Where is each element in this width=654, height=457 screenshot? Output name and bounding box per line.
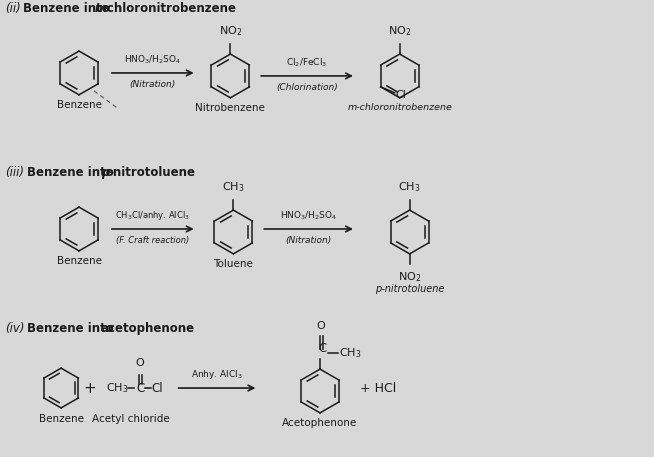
Text: CH$_3$: CH$_3$ [398, 181, 421, 194]
Text: -chloronitrobenzene: -chloronitrobenzene [102, 2, 236, 16]
Text: (F. Craft reaction): (F. Craft reaction) [116, 236, 190, 245]
Text: CH$_3$Cl/anhy. AlCl$_3$: CH$_3$Cl/anhy. AlCl$_3$ [115, 209, 190, 222]
Text: NO$_2$: NO$_2$ [218, 24, 242, 38]
Text: NO$_2$: NO$_2$ [388, 24, 411, 38]
Text: Acetophenone: Acetophenone [283, 418, 358, 428]
Text: Nitrobenzene: Nitrobenzene [196, 103, 266, 113]
Text: +: + [84, 381, 96, 395]
Text: m-chloronitrobenzene: m-chloronitrobenzene [347, 103, 452, 112]
Text: O: O [317, 321, 326, 331]
Text: Toluene: Toluene [213, 259, 253, 269]
Text: Cl: Cl [152, 382, 164, 394]
Text: acetophenone: acetophenone [101, 323, 195, 335]
Text: (ii): (ii) [5, 2, 21, 16]
Text: HNO$_3$/H$_2$SO$_4$: HNO$_3$/H$_2$SO$_4$ [124, 53, 181, 66]
Text: Cl$_2$/FeCl$_3$: Cl$_2$/FeCl$_3$ [286, 57, 328, 69]
Text: (Nitration): (Nitration) [129, 80, 176, 89]
Text: C: C [137, 382, 145, 394]
Text: CH$_3$: CH$_3$ [339, 346, 362, 360]
Text: CH$_3$: CH$_3$ [106, 381, 128, 395]
Text: NO$_2$: NO$_2$ [398, 270, 421, 283]
Text: Benzene into: Benzene into [27, 323, 118, 335]
Text: Benzene: Benzene [56, 256, 101, 266]
Text: Cl: Cl [396, 90, 407, 100]
Text: (Nitration): (Nitration) [285, 236, 332, 245]
Text: (Chlorination): (Chlorination) [276, 83, 338, 92]
Text: Anhy. AlCl$_3$: Anhy. AlCl$_3$ [191, 368, 243, 381]
Text: (iv): (iv) [5, 323, 25, 335]
Text: + HCl: + HCl [360, 382, 396, 394]
Text: m: m [95, 2, 107, 16]
Text: O: O [135, 358, 144, 368]
Text: p-nitrotoluene: p-nitrotoluene [375, 284, 444, 294]
Text: -nitrotoluene: -nitrotoluene [108, 166, 195, 180]
Text: Benzene: Benzene [39, 414, 84, 424]
Text: Benzene: Benzene [56, 100, 101, 110]
Text: CH$_3$: CH$_3$ [222, 181, 245, 194]
Text: C: C [318, 342, 326, 355]
Text: p: p [101, 166, 109, 180]
Text: Benzene into: Benzene into [27, 166, 118, 180]
Text: HNO$_3$/H$_2$SO$_4$: HNO$_3$/H$_2$SO$_4$ [280, 210, 337, 222]
Text: Benzene into: Benzene into [24, 2, 114, 16]
Text: Acetyl chloride: Acetyl chloride [92, 414, 169, 424]
Text: (iii): (iii) [5, 166, 24, 180]
